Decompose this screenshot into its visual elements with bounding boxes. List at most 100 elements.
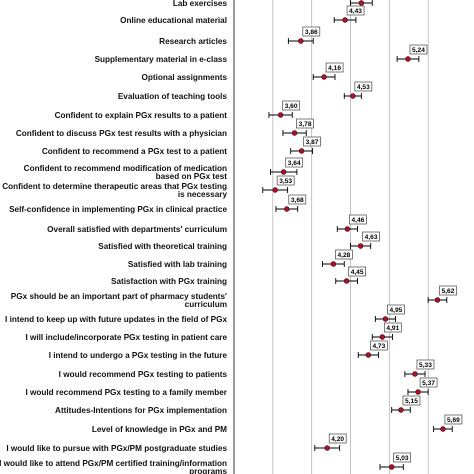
data-row-mark: 5,69	[433, 414, 463, 432]
data-row-mark: 4,53	[343, 81, 373, 99]
data-label-box	[393, 452, 412, 463]
data-row-mark: 5,24	[396, 44, 428, 62]
data-label-box	[282, 100, 300, 111]
category-label: I would like to attend PGx/PM certified …	[0, 459, 227, 474]
grid-lines	[233, 0, 429, 474]
data-point	[272, 187, 278, 193]
data-label-box	[416, 359, 435, 370]
data-label: 4,46	[351, 217, 364, 224]
data-marks: 4,43 3,86 5,24 4,16 4,53 3,60 3,78 3,87 3,64 3,53…	[262, 0, 463, 470]
data-point	[379, 334, 386, 340]
data-row-mark: 4,45	[335, 266, 366, 284]
data-point	[342, 17, 348, 23]
data-point	[434, 297, 441, 303]
data-label-box	[387, 304, 405, 315]
data-label-box	[296, 118, 314, 129]
category-label: I would recommend PGx testing to a famil…	[25, 388, 227, 397]
data-row-mark: 3,64	[270, 157, 304, 175]
data-point	[298, 148, 305, 154]
data-label: 3,64	[288, 160, 301, 167]
category-label: I would recommend PGx testing to patient…	[59, 370, 228, 379]
category-label: Overall satisfied with departments' curr…	[47, 225, 227, 234]
data-point	[324, 445, 330, 451]
data-label: 4,16	[328, 65, 341, 72]
data-label-box	[383, 322, 402, 333]
data-label-box	[285, 157, 304, 168]
category-label: Satisfaction with PGx training	[111, 277, 227, 286]
data-label: 3,53	[279, 178, 292, 185]
category-label: Satisfied with theoretical training	[98, 242, 227, 251]
data-label: 4,95	[390, 307, 403, 314]
data-label: 3,68	[291, 197, 304, 204]
category-label: Level of knowledge in PGx and PM	[92, 425, 227, 434]
data-label-box	[444, 414, 463, 425]
data-label-box	[402, 395, 421, 406]
data-label: 4,45	[351, 269, 364, 276]
data-label: 5,15	[405, 398, 418, 405]
category-label: Supplementary material in e-class	[95, 55, 228, 64]
data-row-mark: 3,53	[262, 175, 295, 193]
data-row-mark: 4,16	[312, 62, 344, 80]
data-label: 3,87	[306, 139, 319, 146]
data-label-box	[348, 266, 366, 277]
data-point	[388, 464, 395, 470]
data-label: 5,62	[442, 288, 455, 295]
data-point	[281, 169, 287, 175]
category-label: Satisfied with lab training	[128, 260, 227, 269]
data-point	[382, 316, 389, 322]
data-point	[357, 243, 364, 249]
data-label-box	[370, 340, 388, 351]
data-label: 4,91	[386, 325, 399, 332]
data-point	[291, 130, 298, 136]
category-label: Lab exercises	[173, 0, 228, 8]
data-label-box	[276, 175, 295, 186]
data-row-mark: 5,03	[379, 452, 412, 470]
category-label: Self-confidence in implementing PGx in c…	[9, 205, 227, 214]
category-label: Confident to discuss PGx test results wi…	[16, 129, 227, 138]
data-label: 5,24	[412, 47, 425, 54]
category-label: Evaluation of teaching tools	[118, 92, 228, 101]
data-row-mark: 4,20	[314, 433, 347, 451]
data-label-box	[303, 136, 321, 147]
data-row-mark	[350, 0, 373, 6]
data-row-mark: 4,43	[333, 5, 365, 23]
category-label: I intend to undergo a PGx testing in the…	[49, 351, 228, 360]
data-label: 4,53	[357, 84, 370, 91]
data-row-mark: 3,86	[287, 26, 321, 44]
data-row-mark: 5,33	[404, 359, 435, 377]
data-label: 5,37	[422, 380, 435, 387]
data-label: 5,03	[396, 455, 409, 462]
category-label: I will include/incorporate PGx testing i…	[25, 333, 227, 342]
data-label: 4,63	[365, 234, 378, 241]
data-point	[415, 389, 421, 395]
data-point	[358, 0, 365, 6]
data-label-box	[419, 377, 438, 388]
data-row-mark: 5,15	[391, 395, 421, 413]
data-row-mark: 5,62	[427, 285, 457, 303]
data-point	[350, 93, 356, 99]
category-label: I intend to keep up with future updates …	[5, 315, 227, 324]
data-row-mark: 4,95	[374, 304, 405, 322]
data-point	[330, 261, 337, 267]
data-label-box	[439, 285, 457, 296]
data-point	[343, 278, 350, 284]
data-point	[321, 74, 327, 80]
data-row-mark: 3,60	[268, 100, 300, 118]
data-point	[440, 426, 446, 432]
category-label: Confident to recommend modification of m…	[24, 164, 228, 181]
data-point	[277, 112, 284, 118]
data-label: 3,78	[299, 121, 312, 128]
data-label: 3,60	[285, 103, 298, 110]
data-label-box	[354, 81, 373, 92]
data-point	[298, 38, 304, 44]
data-point	[405, 56, 411, 62]
data-point	[284, 206, 290, 212]
data-label-box	[409, 44, 428, 55]
category-label: Research articles	[159, 37, 227, 46]
category-label: PGx should be an important part of pharm…	[11, 292, 227, 309]
data-row-mark: 4,46	[336, 214, 367, 232]
data-label: 5,33	[419, 362, 432, 369]
data-row-mark: 4,63	[350, 231, 380, 249]
data-point	[398, 407, 404, 413]
category-label: Optional assignments	[141, 73, 227, 82]
